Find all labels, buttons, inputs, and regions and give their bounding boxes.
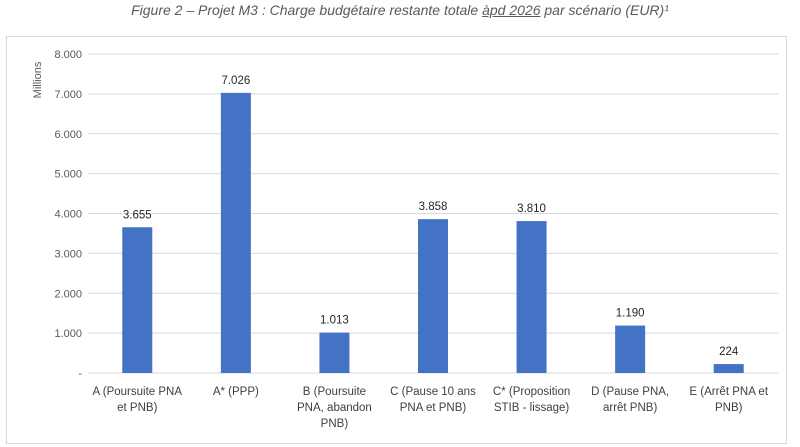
category-label: C* (Proposition STIB - lissage) bbox=[493, 386, 570, 414]
category-label: B (Poursuite PNA, abandon PNB) bbox=[297, 386, 372, 430]
data-label: 3.810 bbox=[517, 203, 546, 215]
caption-prefix: Figure 2 – Projet M3 : Charge budgétaire… bbox=[131, 2, 483, 18]
bar bbox=[615, 325, 646, 373]
data-label: 1.013 bbox=[320, 315, 349, 327]
category-labels: A (Poursuite PNA et PNB) A* (PPP) B (Poursu… bbox=[93, 386, 769, 430]
y-tick-label: 5.000 bbox=[54, 169, 82, 181]
category-label: C (Pause 10 ans PNA et PNB) bbox=[390, 386, 476, 414]
y-tick-label: 7.000 bbox=[54, 89, 82, 101]
category-label: E (Arrêt PNA et PNB) bbox=[689, 386, 768, 414]
bar bbox=[220, 92, 251, 373]
y-tick-label: 4.000 bbox=[54, 209, 82, 221]
data-label: 3.655 bbox=[123, 209, 152, 221]
data-label: 224 bbox=[719, 346, 739, 358]
y-axis-label: Millions bbox=[32, 61, 44, 98]
y-axis-ticks: - 1.000 2.000 3.000 4.000 5.000 6.000 7.000 8.00… bbox=[54, 49, 82, 380]
caption-suffix: par scénario (EUR)¹ bbox=[540, 2, 669, 18]
y-tick-label: 6.000 bbox=[54, 129, 82, 141]
category-label: D (Pause PNA, arrêt PNB) bbox=[591, 386, 669, 414]
data-label: 3.858 bbox=[419, 201, 448, 213]
bar bbox=[516, 221, 547, 373]
y-tick-label: 1.000 bbox=[54, 328, 82, 340]
y-tick-label: 2.000 bbox=[54, 288, 82, 300]
bar bbox=[418, 219, 448, 373]
caption-underlined: àpd 2026 bbox=[482, 2, 541, 18]
data-labels: 3.655 7.026 1.013 3.858 3.810 1.190 224 bbox=[123, 75, 739, 358]
figure-caption: Figure 2 – Projet M3 : Charge budgétaire… bbox=[0, 2, 800, 18]
y-tick-label: - bbox=[78, 368, 82, 380]
data-label: 1.190 bbox=[616, 308, 645, 320]
category-label: A* (PPP) bbox=[213, 386, 259, 398]
category-label: A (Poursuite PNA et PNB) bbox=[93, 386, 183, 414]
data-label: 7.026 bbox=[221, 75, 250, 87]
bar bbox=[713, 364, 744, 373]
bar bbox=[122, 227, 153, 373]
chart-frame bbox=[6, 36, 787, 444]
y-tick-label: 8.000 bbox=[54, 49, 82, 61]
y-tick-label: 3.000 bbox=[54, 248, 82, 260]
bar bbox=[319, 332, 350, 373]
bars bbox=[122, 92, 744, 373]
